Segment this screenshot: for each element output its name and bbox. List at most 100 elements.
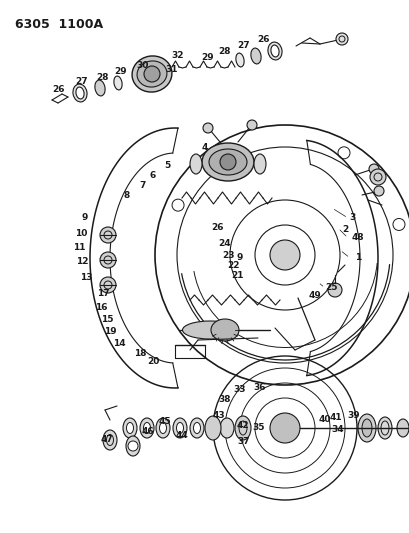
Text: 9: 9	[82, 214, 88, 222]
Text: 28: 28	[97, 72, 109, 82]
Ellipse shape	[250, 48, 261, 64]
Circle shape	[202, 123, 213, 133]
Ellipse shape	[220, 418, 234, 438]
Text: 27: 27	[237, 42, 250, 51]
Circle shape	[369, 169, 385, 185]
Circle shape	[172, 199, 184, 211]
Text: 10: 10	[74, 230, 87, 238]
Text: 1: 1	[354, 254, 360, 262]
Text: 28: 28	[218, 47, 231, 56]
Text: 15: 15	[101, 316, 113, 325]
Ellipse shape	[139, 418, 154, 438]
Text: 32: 32	[171, 52, 184, 61]
Ellipse shape	[193, 423, 200, 433]
Ellipse shape	[235, 53, 243, 67]
Text: 47: 47	[100, 435, 113, 445]
Ellipse shape	[143, 423, 150, 433]
Text: 43: 43	[212, 410, 225, 419]
Text: 18: 18	[133, 350, 146, 359]
Ellipse shape	[173, 418, 187, 438]
Text: 34: 34	[331, 425, 344, 434]
Ellipse shape	[114, 76, 122, 90]
Text: 13: 13	[80, 273, 92, 282]
Text: 26: 26	[53, 85, 65, 94]
Text: 7: 7	[139, 181, 146, 190]
Text: 49: 49	[308, 290, 321, 300]
Circle shape	[373, 186, 383, 196]
Ellipse shape	[159, 423, 166, 433]
Text: 44: 44	[175, 431, 188, 440]
Text: 30: 30	[137, 61, 149, 70]
Text: 31: 31	[165, 64, 178, 74]
Text: 48: 48	[351, 233, 364, 243]
Text: 11: 11	[72, 244, 85, 253]
Ellipse shape	[357, 414, 375, 442]
Ellipse shape	[103, 430, 117, 450]
Circle shape	[270, 240, 299, 270]
Text: 5: 5	[164, 160, 170, 169]
Ellipse shape	[189, 418, 204, 438]
Text: 8: 8	[124, 191, 130, 200]
Text: 33: 33	[233, 385, 246, 394]
Text: 22: 22	[227, 261, 240, 270]
Ellipse shape	[202, 143, 254, 181]
Ellipse shape	[126, 436, 139, 456]
Circle shape	[100, 227, 116, 243]
Text: 23: 23	[222, 251, 235, 260]
Ellipse shape	[270, 45, 279, 57]
Text: 17: 17	[97, 289, 109, 298]
Ellipse shape	[155, 418, 170, 438]
Circle shape	[392, 219, 404, 230]
Text: 41: 41	[329, 414, 342, 423]
Text: 29: 29	[201, 52, 214, 61]
Text: 4: 4	[201, 143, 208, 152]
Text: 39: 39	[347, 410, 360, 419]
Ellipse shape	[204, 416, 220, 440]
Circle shape	[327, 283, 341, 297]
Ellipse shape	[377, 417, 391, 439]
Ellipse shape	[73, 84, 87, 102]
Circle shape	[246, 120, 256, 130]
Ellipse shape	[267, 42, 281, 60]
Circle shape	[144, 66, 160, 82]
Ellipse shape	[126, 423, 133, 433]
Circle shape	[220, 154, 236, 170]
Circle shape	[335, 33, 347, 45]
Circle shape	[220, 147, 231, 159]
Text: 26: 26	[257, 36, 270, 44]
Text: 29: 29	[115, 68, 127, 77]
Text: 3: 3	[349, 214, 355, 222]
Circle shape	[368, 164, 378, 174]
Ellipse shape	[234, 416, 250, 440]
Ellipse shape	[176, 423, 183, 433]
Text: 40: 40	[318, 416, 330, 424]
Text: 35: 35	[252, 424, 265, 432]
Ellipse shape	[123, 418, 137, 438]
Ellipse shape	[76, 87, 84, 99]
Ellipse shape	[361, 419, 371, 437]
Ellipse shape	[132, 56, 171, 92]
Text: 6: 6	[150, 171, 156, 180]
Circle shape	[100, 252, 116, 268]
Ellipse shape	[209, 149, 246, 175]
Ellipse shape	[211, 319, 238, 341]
Circle shape	[100, 277, 116, 293]
Text: 45: 45	[158, 417, 171, 426]
Ellipse shape	[182, 321, 237, 339]
Text: 2: 2	[341, 225, 347, 235]
Text: 27: 27	[76, 77, 88, 86]
Text: 46: 46	[142, 427, 154, 437]
Ellipse shape	[137, 61, 166, 87]
Text: 37: 37	[237, 438, 250, 447]
Ellipse shape	[189, 154, 202, 174]
Text: 21: 21	[231, 271, 244, 280]
Text: 14: 14	[112, 340, 125, 349]
Circle shape	[337, 147, 349, 159]
Text: 24: 24	[218, 238, 231, 247]
Text: 12: 12	[76, 257, 88, 266]
Ellipse shape	[94, 80, 105, 96]
Text: 6305  1100A: 6305 1100A	[15, 18, 103, 31]
Text: 16: 16	[94, 303, 107, 312]
Text: 25: 25	[325, 284, 337, 293]
Text: 19: 19	[103, 327, 116, 336]
